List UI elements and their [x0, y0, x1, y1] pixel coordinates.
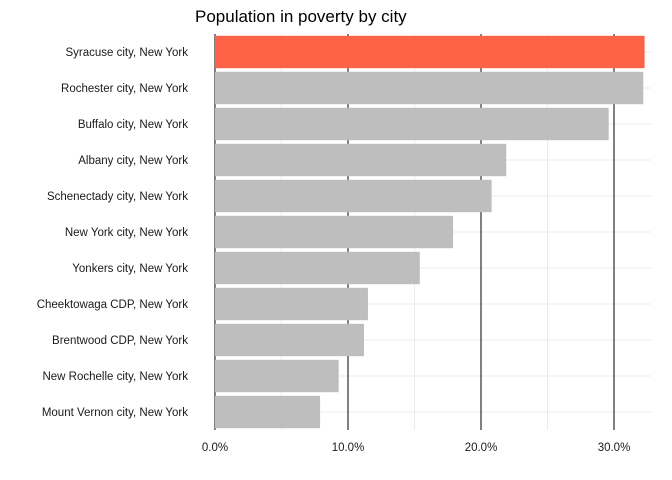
bar	[215, 107, 609, 141]
category-label: Syracuse city, New York	[65, 47, 188, 59]
category-labels: Syracuse city, New York Rochester city, N…	[37, 47, 189, 419]
bar	[215, 395, 321, 429]
category-label: Mount Vernon city, New York	[42, 407, 188, 419]
chart-title: Population in poverty by city	[195, 7, 407, 26]
category-label: Schenectady city, New York	[47, 191, 188, 203]
category-label: Yonkers city, New York	[72, 263, 188, 275]
bar	[215, 35, 645, 69]
category-label: Brentwood CDP, New York	[52, 335, 188, 347]
x-tick-label: 20.0%	[465, 442, 498, 454]
category-label: Cheektowaga CDP, New York	[37, 299, 189, 311]
bar	[215, 359, 339, 393]
bar	[215, 71, 644, 105]
category-label: Rochester city, New York	[61, 83, 188, 95]
bar	[215, 179, 492, 213]
x-tick-label: 0.0%	[202, 442, 228, 454]
x-tick-label: 30.0%	[598, 442, 631, 454]
x-tick-label: 10.0%	[332, 442, 365, 454]
bar	[215, 287, 368, 321]
bar	[215, 251, 420, 285]
bar	[215, 323, 364, 357]
bar	[215, 215, 454, 249]
bars-layer	[215, 35, 645, 429]
category-label: Buffalo city, New York	[78, 119, 188, 131]
x-tick-labels: 0.0% 10.0% 20.0% 30.0%	[202, 442, 630, 454]
bar	[215, 143, 507, 177]
category-label: New York city, New York	[65, 227, 188, 239]
category-label: New Rochelle city, New York	[42, 371, 188, 383]
category-label: Albany city, New York	[78, 155, 188, 167]
